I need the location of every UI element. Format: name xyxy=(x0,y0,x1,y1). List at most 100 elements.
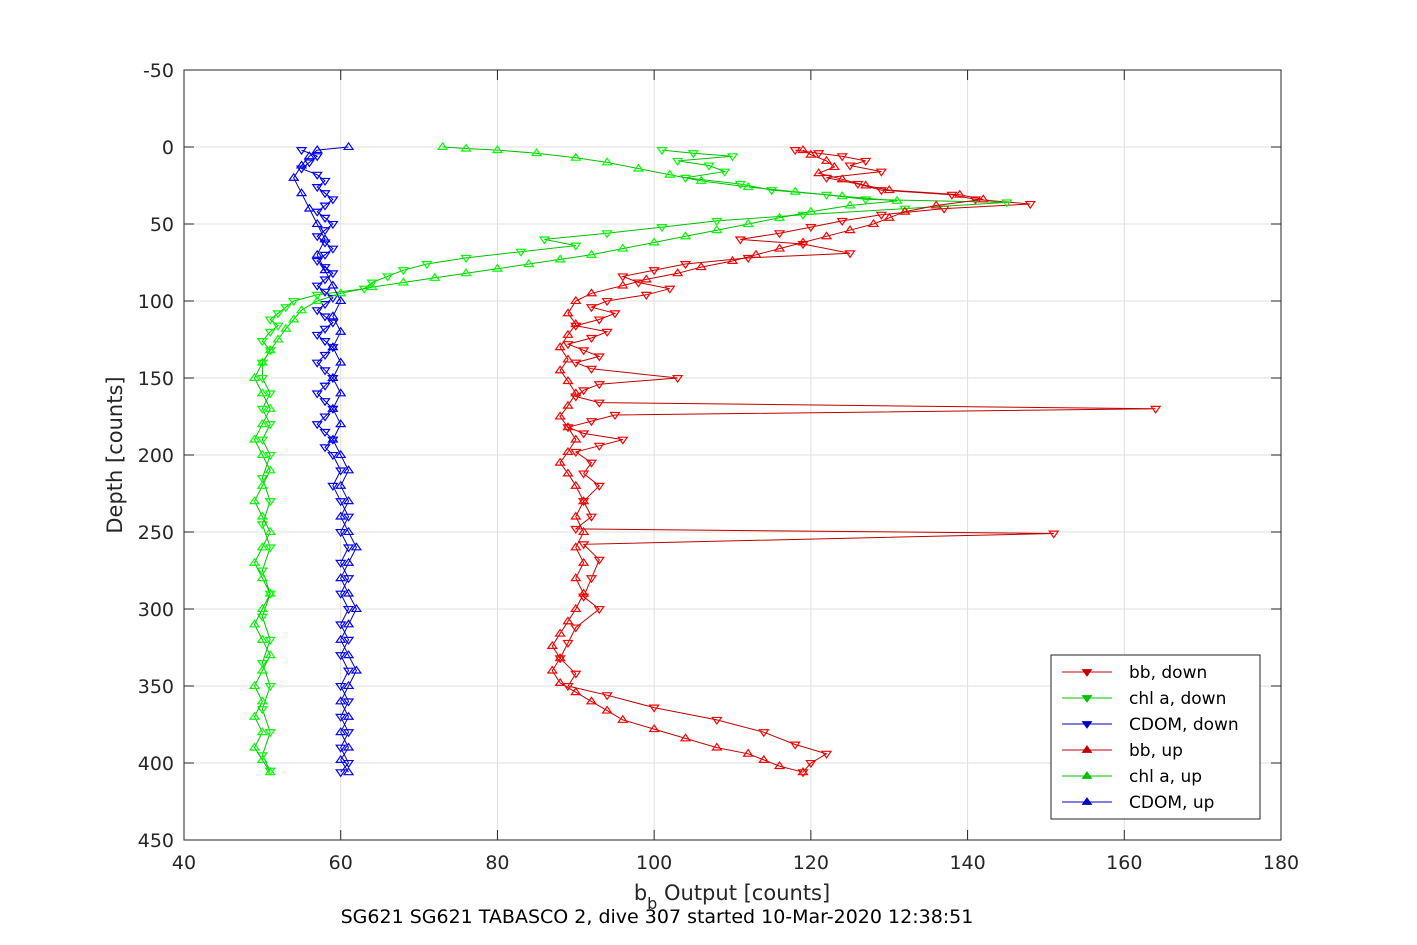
data-point xyxy=(397,277,410,286)
data-point xyxy=(554,655,566,664)
data-point xyxy=(295,188,308,197)
data-point xyxy=(577,526,590,536)
data-point xyxy=(789,741,801,750)
data-point xyxy=(319,190,331,199)
data-point xyxy=(256,357,269,366)
legend-label: bb, down xyxy=(1129,663,1207,683)
data-point xyxy=(311,144,323,154)
data-point xyxy=(546,640,558,649)
data-point xyxy=(648,724,660,733)
dive-caption: SG621 SG621 TABASCO 2, dive 307 started … xyxy=(341,906,974,928)
data-point xyxy=(562,354,574,363)
data-point xyxy=(256,436,269,445)
data-point xyxy=(585,249,598,258)
data-point xyxy=(335,573,347,582)
data-point xyxy=(797,769,809,778)
data-point xyxy=(311,421,323,430)
data-point xyxy=(672,157,684,166)
data-point xyxy=(672,268,684,277)
data-point xyxy=(335,769,347,778)
data-point xyxy=(899,206,911,215)
data-point xyxy=(335,727,347,736)
data-point xyxy=(342,636,355,645)
data-point xyxy=(687,150,699,159)
legend-box xyxy=(1050,654,1261,820)
data-point xyxy=(256,567,269,576)
data-point xyxy=(711,217,723,227)
data-point xyxy=(460,254,472,263)
data-point xyxy=(538,236,551,245)
data-point xyxy=(319,338,331,347)
data-point xyxy=(319,367,331,376)
data-point xyxy=(342,698,355,707)
data-point xyxy=(256,359,269,368)
data-point xyxy=(813,168,825,177)
data-point xyxy=(342,544,355,553)
data-point xyxy=(1024,200,1036,210)
data-point xyxy=(554,342,566,351)
y-axis-label: Depth [counts] xyxy=(103,376,127,533)
data-point xyxy=(1149,405,1162,414)
x-tick-label: 160 xyxy=(1106,852,1142,874)
data-point xyxy=(319,325,331,334)
data-point xyxy=(342,588,355,597)
data-point xyxy=(813,150,825,159)
data-point xyxy=(577,496,590,505)
data-point xyxy=(248,496,261,505)
data-point xyxy=(327,451,339,461)
data-point xyxy=(656,147,668,156)
data-point xyxy=(562,308,574,317)
data-point xyxy=(656,224,668,233)
data-point xyxy=(648,237,660,246)
data-point xyxy=(515,248,527,257)
data-point xyxy=(335,288,347,297)
legend-entry: chl a, up xyxy=(1062,767,1202,787)
data-point xyxy=(1001,199,1013,208)
data-point xyxy=(429,272,441,281)
data-point xyxy=(593,556,605,565)
data-point xyxy=(593,399,605,408)
data-point xyxy=(319,428,331,438)
data-point xyxy=(256,511,269,520)
data-point xyxy=(264,544,276,553)
data-point xyxy=(617,273,629,282)
data-point xyxy=(773,760,786,770)
data-point xyxy=(327,344,339,353)
data-series xyxy=(248,141,1162,778)
data-point xyxy=(797,767,809,776)
series-line xyxy=(551,149,984,773)
data-point xyxy=(577,387,590,396)
data-point xyxy=(335,480,347,489)
data-point xyxy=(256,754,269,763)
data-point xyxy=(703,162,715,171)
data-point xyxy=(844,250,856,259)
data-point xyxy=(750,249,762,258)
data-point xyxy=(860,196,872,205)
x-axis-label-rest: Output [counts] xyxy=(657,881,830,905)
data-point xyxy=(319,398,331,407)
data-point xyxy=(609,411,621,421)
data-point xyxy=(335,744,347,753)
data-point xyxy=(311,218,323,228)
data-point xyxy=(311,249,323,258)
data-point xyxy=(264,650,276,659)
data-point xyxy=(272,322,284,331)
data-point xyxy=(382,273,394,282)
data-point xyxy=(311,184,323,193)
data-point xyxy=(836,191,848,200)
data-point xyxy=(327,436,339,445)
data-point xyxy=(562,682,574,692)
data-point xyxy=(593,316,605,325)
series-2 xyxy=(295,147,355,778)
data-point xyxy=(264,526,276,536)
data-point xyxy=(711,742,723,751)
data-point xyxy=(554,411,566,420)
data-point xyxy=(664,285,676,294)
data-point xyxy=(342,650,355,659)
data-point xyxy=(617,280,629,289)
data-point xyxy=(327,403,339,412)
data-point xyxy=(342,605,355,615)
data-point xyxy=(335,357,347,366)
data-point xyxy=(609,310,621,319)
data-point xyxy=(256,634,269,643)
